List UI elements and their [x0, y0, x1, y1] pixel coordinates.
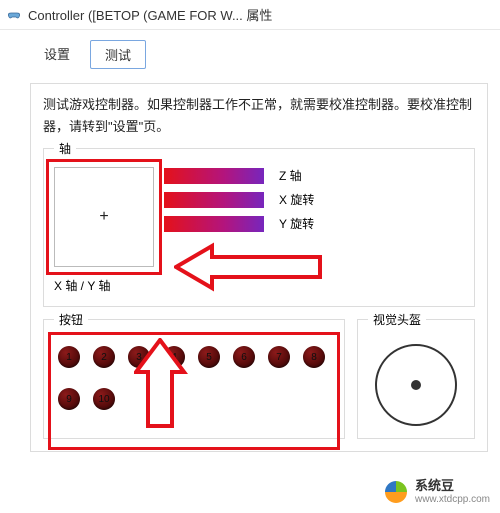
controller-button: 3	[128, 346, 150, 368]
controller-button: 2	[93, 346, 115, 368]
axes-body: + X 轴 / Y 轴 Z 轴 X 旋转 Y 旋转	[54, 167, 464, 294]
pov-fieldset: 视觉头盔	[357, 319, 475, 439]
titlebar: Controller ([BETOP (GAME FOR W... 属性	[0, 0, 500, 30]
x-rotation-label: X 旋转	[279, 191, 314, 208]
tab-test[interactable]: 测试	[90, 40, 146, 69]
axis-bars: Z 轴 X 旋转 Y 旋转	[164, 167, 314, 294]
controller-button: 1	[58, 346, 80, 368]
window-title: Controller ([BETOP (GAME FOR W... 属性	[28, 5, 272, 24]
controller-button: 7	[268, 346, 290, 368]
buttons-body: 1 2 3 4 5 6 7 8 9 10	[54, 338, 334, 410]
watermark-url: www.xtdcpp.com	[415, 494, 490, 505]
tab-strip: 设置 测试	[30, 40, 488, 69]
watermark-name: 系统豆	[415, 479, 490, 493]
xy-axis-display: +	[54, 167, 154, 267]
pov-body	[368, 338, 464, 426]
axes-fieldset: 轴 + X 轴 / Y 轴 Z 轴 X 旋转	[43, 148, 475, 307]
controller-button: 5	[198, 346, 220, 368]
crosshair-icon: +	[99, 209, 108, 225]
pov-center-dot	[411, 380, 421, 390]
watermark: 系统豆 www.xtdcpp.com	[379, 477, 494, 507]
instruction-text: 测试游戏控制器。如果控制器工作不正常，就需要校准控制器。要校准控制器，请转到"设…	[43, 94, 475, 138]
y-rotation-label: Y 旋转	[279, 215, 314, 232]
pov-legend: 视觉头盔	[368, 311, 426, 328]
controller-icon	[6, 7, 22, 23]
xy-caption: X 轴 / Y 轴	[54, 277, 154, 294]
axes-legend: 轴	[54, 140, 76, 157]
buttons-fieldset: 按钮 1 2 3 4 5 6 7 8	[43, 319, 345, 439]
dialog-content: 设置 测试 测试游戏控制器。如果控制器工作不正常，就需要校准控制器。要校准控制器…	[0, 30, 500, 452]
z-axis-row: Z 轴	[164, 167, 314, 184]
controller-button: 4	[163, 346, 185, 368]
y-rotation-row: Y 旋转	[164, 215, 314, 232]
button-row-1: 1 2 3 4 5 6 7 8	[54, 340, 334, 368]
x-rotation-bar	[164, 192, 264, 208]
xy-box-wrap: + X 轴 / Y 轴	[54, 167, 154, 294]
buttons-legend: 按钮	[54, 311, 88, 328]
controller-button: 9	[58, 388, 80, 410]
x-rotation-row: X 旋转	[164, 191, 314, 208]
main-panel: 测试游戏控制器。如果控制器工作不正常，就需要校准控制器。要校准控制器，请转到"设…	[30, 83, 488, 452]
button-row-2: 9 10	[54, 382, 334, 410]
z-axis-label: Z 轴	[279, 167, 302, 184]
watermark-logo-icon	[383, 479, 409, 505]
controller-button: 6	[233, 346, 255, 368]
controller-button: 8	[303, 346, 325, 368]
pov-display	[375, 344, 457, 426]
z-axis-bar	[164, 168, 264, 184]
lower-row: 按钮 1 2 3 4 5 6 7 8	[43, 319, 475, 451]
y-rotation-bar	[164, 216, 264, 232]
controller-button: 10	[93, 388, 115, 410]
tab-settings[interactable]: 设置	[30, 40, 84, 69]
